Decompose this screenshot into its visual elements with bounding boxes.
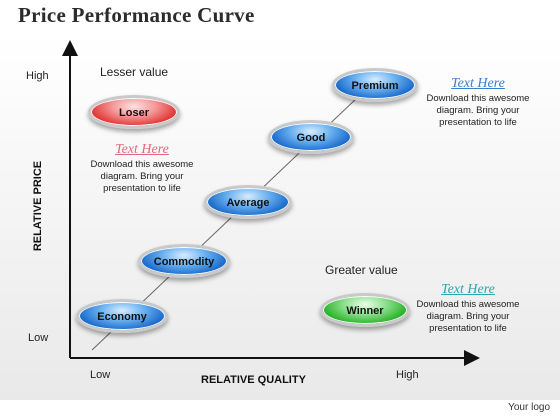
winner-pill: Winner — [320, 293, 410, 327]
text-box-premium: Text Here Download this awesome diagram.… — [418, 76, 538, 129]
stage-pill-economy: Economy — [76, 299, 168, 333]
text-box-body: Download this awesome diagram. Bring you… — [416, 299, 520, 334]
stage-pill-commodity: Commodity — [138, 244, 230, 278]
text-box-heading: Text Here — [441, 282, 495, 297]
stage-label-commodity: Commodity — [153, 256, 215, 268]
stage-label-economy: Economy — [97, 311, 147, 323]
x-axis-title: RELATIVE QUALITY — [201, 374, 306, 386]
stage-pill-premium: Premium — [332, 68, 418, 102]
loser-label: Loser — [119, 107, 149, 119]
stage-label-good: Good — [296, 132, 326, 144]
loser-pill: Loser — [88, 95, 180, 129]
y-low-label: Low — [28, 332, 49, 344]
stage-pill-average: Average — [204, 185, 292, 219]
greater-value-heading: Greater value — [325, 263, 398, 277]
winner-label: Winner — [346, 305, 384, 317]
title-bar: Price Performance Curve — [0, 0, 560, 34]
footer-bar — [0, 400, 560, 420]
text-box-body: Download this awesome diagram. Bring you… — [90, 159, 194, 194]
x-high-label: High — [396, 369, 419, 381]
text-box-heading: Text Here — [451, 76, 505, 91]
lesser-value-heading: Lesser value — [100, 65, 169, 79]
diagram-background — [0, 34, 560, 400]
stage-label-premium: Premium — [351, 80, 399, 92]
text-box-heading: Text Here — [115, 142, 169, 157]
footer-logo-text: Your logo — [508, 402, 550, 413]
diagram-title: Price Performance Curve — [18, 3, 255, 27]
text-box-loser: Text Here Download this awesome diagram.… — [82, 142, 202, 195]
x-low-label: Low — [90, 369, 111, 381]
y-axis-title: RELATIVE PRICE — [32, 160, 44, 252]
text-box-body: Download this awesome diagram. Bring you… — [426, 93, 530, 128]
stage-pill-good: Good — [268, 120, 354, 154]
text-box-winner: Text Here Download this awesome diagram.… — [408, 282, 528, 335]
stage-label-average: Average — [226, 197, 270, 209]
y-high-label: High — [26, 70, 49, 82]
